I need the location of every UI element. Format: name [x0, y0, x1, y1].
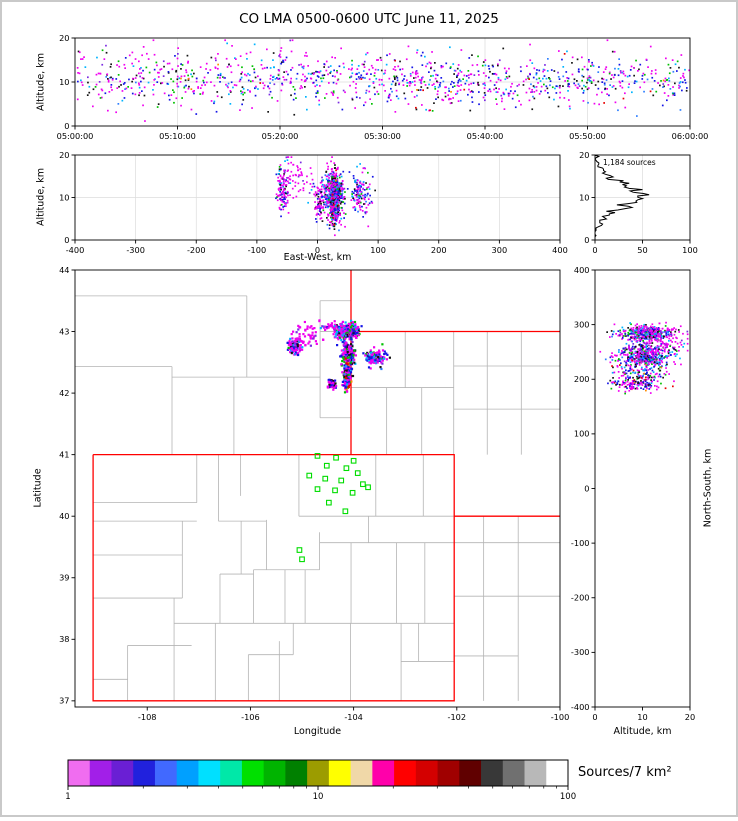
svg-text:0: 0 — [64, 121, 69, 131]
svg-text:-106: -106 — [241, 712, 260, 722]
svg-text:41: 41 — [59, 449, 69, 459]
svg-text:06:00:00: 06:00:00 — [672, 131, 709, 141]
svg-text:20: 20 — [579, 150, 589, 160]
ns-height-right-label: North-South, km — [703, 449, 714, 527]
svg-text:-104: -104 — [344, 712, 363, 722]
svg-text:-108: -108 — [138, 712, 157, 722]
svg-text:10: 10 — [579, 192, 589, 202]
map-source-pixels — [287, 319, 392, 393]
svg-text:05:50:00: 05:50:00 — [569, 131, 606, 141]
svg-text:-100: -100 — [571, 538, 590, 548]
map-xlabel: Longitude — [75, 726, 560, 737]
svg-text:10: 10 — [59, 77, 69, 87]
colorbar-tick-label: 100 — [560, 792, 576, 802]
svg-text:05:00:00: 05:00:00 — [57, 131, 94, 141]
svg-text:40: 40 — [59, 511, 69, 521]
svg-text:38: 38 — [59, 634, 69, 644]
svg-text:50: 50 — [637, 245, 647, 255]
alt-histogram-grid — [595, 155, 690, 240]
svg-text:-300: -300 — [571, 647, 590, 657]
svg-text:10: 10 — [637, 712, 647, 722]
svg-text:20: 20 — [685, 712, 695, 722]
ew-height-points — [275, 156, 376, 236]
figure-title: CO LMA 0500-0600 UTC June 11, 2025 — [0, 11, 738, 27]
svg-text:10: 10 — [59, 192, 69, 202]
svg-text:-102: -102 — [448, 712, 467, 722]
colorbar: 1 10 100 — [65, 760, 576, 802]
svg-text:-400: -400 — [571, 702, 590, 712]
svg-text:0: 0 — [64, 235, 69, 245]
svg-text:400: 400 — [574, 265, 590, 275]
svg-text:0: 0 — [584, 235, 589, 245]
time-height-ylabel: Altitude, km — [36, 53, 47, 111]
svg-text:20: 20 — [59, 150, 69, 160]
ew-height-ylabel: Altitude, km — [36, 168, 47, 226]
svg-text:0: 0 — [592, 712, 597, 722]
svg-text:42: 42 — [59, 388, 69, 398]
svg-text:05:40:00: 05:40:00 — [467, 131, 504, 141]
ns-height-points — [599, 322, 688, 395]
svg-text:05:30:00: 05:30:00 — [364, 131, 401, 141]
svg-text:39: 39 — [59, 573, 69, 583]
svg-text:05:20:00: 05:20:00 — [262, 131, 299, 141]
svg-text:300: 300 — [574, 319, 590, 329]
sources-count-label: 1,184 sources — [603, 158, 656, 167]
svg-text:44: 44 — [59, 265, 69, 275]
svg-text:37: 37 — [59, 696, 69, 706]
svg-text:0: 0 — [584, 483, 589, 493]
map-ylabel: Latitude — [33, 468, 44, 507]
map-state-borders — [93, 270, 560, 701]
ns-height-xlabel: Altitude, km — [595, 726, 690, 737]
map-stations — [297, 454, 370, 562]
svg-text:100: 100 — [574, 429, 590, 439]
svg-text:05:10:00: 05:10:00 — [159, 131, 196, 141]
svg-text:-100: -100 — [551, 712, 570, 722]
map-county-lines — [75, 296, 560, 701]
plan-map-axes: -108 -106 -104 -102 -100 37 38 39 40 41 42 43 44 — [59, 265, 569, 722]
colorbar-tick-label: 10 — [313, 792, 324, 802]
svg-text:200: 200 — [574, 374, 590, 384]
svg-text:20: 20 — [59, 33, 69, 43]
svg-text:0: 0 — [592, 245, 597, 255]
ew-height-grid — [75, 155, 560, 240]
colorbar-label: Sources/7 km² — [578, 765, 672, 780]
colorbar-tick-label: 1 — [65, 792, 70, 802]
svg-text:43: 43 — [59, 326, 69, 336]
svg-text:-200: -200 — [571, 593, 590, 603]
svg-text:100: 100 — [682, 245, 698, 255]
ew-height-xlabel: East-West, km — [75, 252, 560, 263]
time-height-points — [77, 39, 690, 121]
